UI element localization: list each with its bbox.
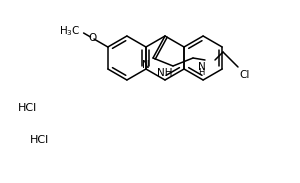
Text: H: H — [198, 68, 204, 77]
Text: H$_3$C: H$_3$C — [58, 24, 80, 38]
Text: N: N — [198, 62, 206, 72]
Text: NH: NH — [157, 68, 173, 78]
Text: O: O — [88, 33, 96, 43]
Text: HCl: HCl — [30, 135, 49, 145]
Text: HCl: HCl — [18, 103, 37, 113]
Text: Cl: Cl — [239, 70, 249, 80]
Text: N: N — [142, 60, 150, 70]
